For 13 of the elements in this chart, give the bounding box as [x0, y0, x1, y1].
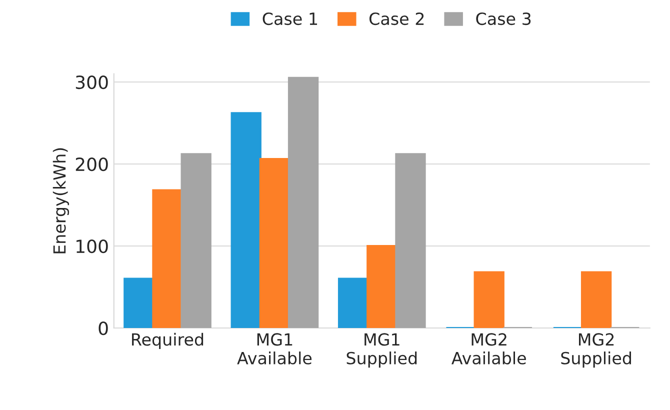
x-tick-label: MG2 Available: [452, 333, 526, 364]
x-tick-label: MG1 Supplied: [346, 333, 417, 368]
x-tick-label: MG2 Supplied: [561, 333, 631, 368]
y-tick-label: 200: [76, 157, 108, 172]
legend-label: Case 2: [369, 12, 424, 26]
y-tick-label: 100: [76, 239, 108, 254]
legend-label: Case 1: [262, 12, 318, 26]
x-tick-label: Required: [132, 332, 204, 349]
y-tick-label: 300: [76, 75, 108, 90]
legend-label: Case 3: [476, 12, 531, 26]
y-axis-title: Energy(kWh): [52, 148, 70, 254]
y-tick-label: 0: [98, 321, 108, 336]
x-tick-label: MG1 Available: [237, 333, 312, 364]
